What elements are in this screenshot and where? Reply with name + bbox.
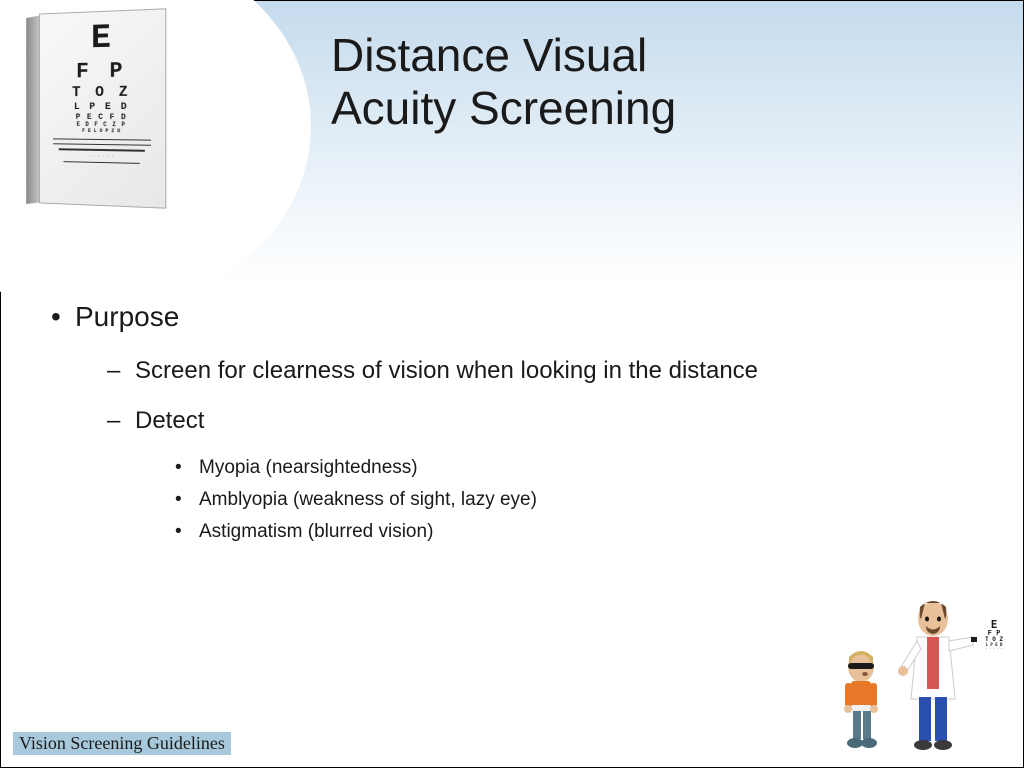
slide-title: Distance Visual Acuity Screening: [331, 29, 676, 135]
title-line-2: Acuity Screening: [331, 82, 676, 134]
snellen-chart-illustration: E F P T O Z L P E D P E C F D E D F C Z …: [39, 8, 166, 208]
bullet-screen-clearness: Screen for clearness of vision when look…: [51, 357, 963, 385]
mini-snellen-chart: E F P T O Z L P E D · · · · ·: [977, 617, 1011, 665]
bullet-myopia: Myopia (nearsightedness): [51, 457, 963, 479]
bullet-purpose: Purpose: [51, 301, 963, 333]
slide-content: Purpose Screen for clearness of vision w…: [51, 301, 963, 553]
footer-label: Vision Screening Guidelines: [13, 732, 231, 755]
bullet-astigmatism: Astigmatism (blurred vision): [51, 521, 963, 543]
title-line-1: Distance Visual: [331, 29, 647, 81]
bullet-detect: Detect: [51, 407, 963, 435]
doctor-patient-illustration: E F P T O Z L P E D · · · · ·: [823, 589, 1013, 759]
bullet-amblyopia: Amblyopia (weakness of sight, lazy eye): [51, 489, 963, 511]
